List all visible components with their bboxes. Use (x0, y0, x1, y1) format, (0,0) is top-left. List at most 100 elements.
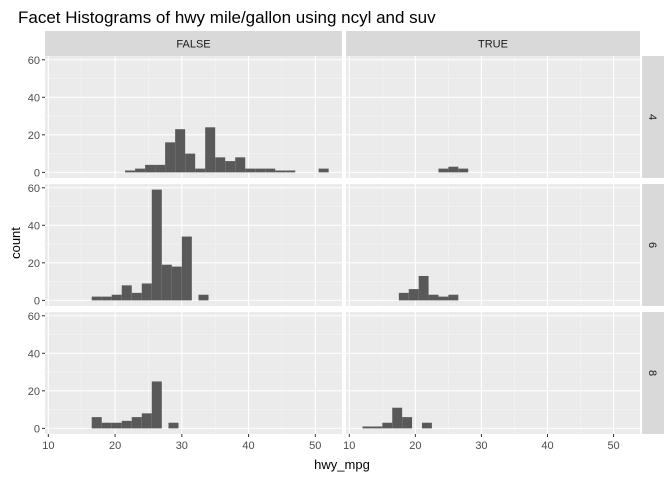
x-tick-label: 30 (176, 440, 188, 452)
histogram-bar (121, 420, 132, 429)
y-tick-label: 40 (28, 220, 40, 232)
histogram-bar (448, 294, 459, 301)
histogram-bar (398, 292, 409, 301)
y-tick-label: 20 (28, 386, 40, 398)
histogram-bar (125, 170, 136, 173)
histogram-bar (421, 422, 432, 429)
strip-row-label: 8 (646, 370, 658, 376)
x-axis-title: hwy_mpg (314, 457, 370, 472)
y-axis-title: count (8, 227, 23, 259)
histogram-bar (408, 289, 419, 301)
panels-layer (45, 56, 640, 434)
y-tick-label: 0 (34, 295, 40, 307)
histogram-bar (151, 381, 162, 429)
histogram-bar (141, 413, 152, 429)
histogram-bar (198, 294, 209, 301)
histogram-bar (111, 294, 122, 301)
histogram-bar (245, 168, 256, 173)
y-tick-label: 20 (28, 130, 40, 142)
histogram-bar (195, 168, 206, 173)
strips-layer: FALSE TRUE 4 6 8 (45, 31, 664, 434)
histogram-bar (141, 283, 152, 301)
strip-col-label: FALSE (176, 39, 210, 51)
histogram-bar (101, 296, 112, 301)
x-tick-label: 20 (109, 440, 121, 452)
histogram-bar (91, 417, 102, 429)
histogram-bar (155, 164, 166, 173)
histogram-bar (402, 417, 413, 429)
histogram-bar (225, 161, 236, 173)
x-tick-label: 40 (541, 440, 553, 452)
y-tick-label: 60 (28, 55, 40, 67)
strip-row-label: 6 (646, 242, 658, 248)
panel-background (346, 184, 640, 306)
panel-4-false (45, 56, 342, 178)
strip-row-8 (642, 312, 664, 434)
histogram-bar (168, 422, 179, 429)
panel-6-false (45, 184, 342, 306)
panel-background (346, 56, 640, 178)
y-tick-label: 60 (28, 311, 40, 323)
panel-background (45, 312, 342, 434)
histogram-bar (165, 142, 176, 173)
x-tick-label: 40 (242, 440, 254, 452)
histogram-bar (285, 170, 296, 173)
histogram-bar (235, 157, 246, 173)
x-tick-label: 10 (343, 440, 355, 452)
strip-col-false (45, 31, 342, 56)
panel-background (45, 184, 342, 306)
histogram-bar (175, 129, 186, 173)
histogram-bar (131, 417, 142, 429)
histogram-bar (362, 426, 373, 429)
x-tick-label: 50 (607, 440, 619, 452)
histogram-bar (438, 296, 449, 301)
histogram-bar (111, 422, 122, 429)
histogram-bar (372, 426, 383, 429)
histogram-bar (91, 296, 102, 301)
histogram-bar (215, 157, 226, 173)
y-tick-label: 0 (34, 167, 40, 179)
histogram-bar (101, 422, 112, 429)
histogram-bar (161, 264, 172, 301)
histogram-bar (181, 236, 192, 301)
histogram-bar (145, 164, 156, 173)
x-tick-label: 20 (409, 440, 421, 452)
histogram-bar (171, 266, 182, 301)
histogram-bar (185, 153, 196, 173)
histogram-bar (275, 170, 286, 173)
histogram-bar (131, 292, 142, 301)
chart-title: Facet Histograms of hwy mile/gallon usin… (18, 8, 436, 27)
x-tick-label: 30 (475, 440, 487, 452)
panel-8-false (45, 312, 342, 434)
histogram-bar (382, 422, 393, 429)
y-tick-label: 40 (28, 92, 40, 104)
ticks-layer: 0 20 40 60 0 20 40 60 0 20 40 60 10 20 30 40 50 10 20 30 40 5… (28, 55, 620, 452)
x-tick-label: 10 (42, 440, 54, 452)
histogram-bar (255, 168, 266, 173)
histogram-bar (428, 294, 439, 301)
histogram-bar (438, 168, 449, 173)
panel-8-true (346, 312, 640, 434)
histogram-bar (151, 189, 162, 301)
histogram-bar (418, 275, 429, 301)
histogram-bar (205, 127, 216, 173)
strip-col-label: TRUE (478, 39, 508, 51)
histogram-bar (265, 168, 276, 173)
strip-col-true (346, 31, 640, 56)
y-tick-label: 20 (28, 258, 40, 270)
strip-row-6 (642, 184, 664, 306)
histogram-bar (121, 285, 132, 301)
y-tick-label: 0 (34, 423, 40, 435)
histogram-bar (135, 168, 146, 173)
y-tick-label: 60 (28, 183, 40, 195)
panel-6-true (346, 184, 640, 306)
y-tick-label: 40 (28, 348, 40, 360)
panel-4-true (346, 56, 640, 178)
histogram-bar (392, 407, 403, 429)
histogram-bar (458, 168, 469, 173)
x-tick-label: 50 (309, 440, 321, 452)
panel-background (346, 312, 640, 434)
histogram-bar (318, 168, 329, 173)
strip-row-label: 4 (646, 114, 658, 120)
